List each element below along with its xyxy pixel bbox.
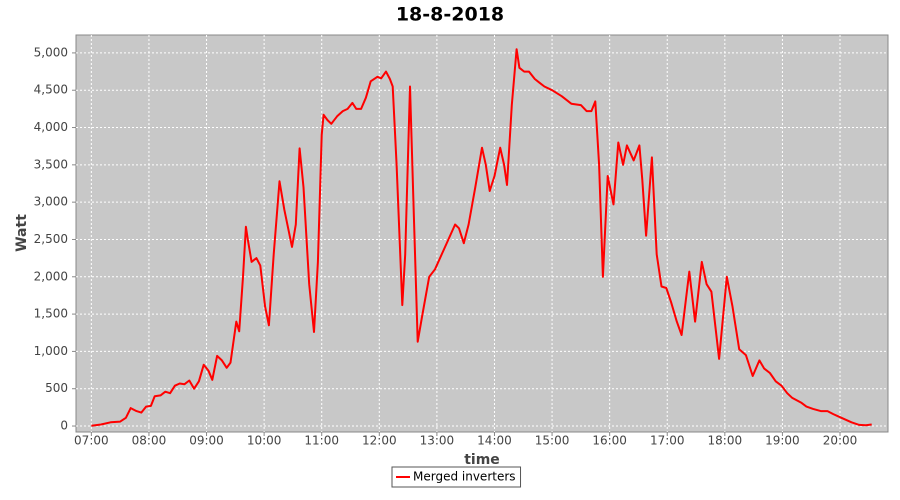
x-axis-label: time [464, 452, 500, 468]
x-tick-label: 13:00 [420, 434, 455, 448]
x-tick-label: 07:00 [74, 434, 109, 448]
x-tick-label: 08:00 [132, 434, 167, 448]
x-tick-label: 16:00 [592, 434, 627, 448]
x-tick-label: 12:00 [362, 434, 397, 448]
x-tick-label: 11:00 [304, 434, 339, 448]
legend-box [391, 466, 522, 488]
y-tick-label: 5,000 [34, 45, 68, 59]
y-tick-label: 3,000 [34, 195, 68, 209]
legend-label: Merged inverters [413, 470, 516, 484]
y-tick-label: 1,000 [34, 344, 68, 358]
x-tick-label: 09:00 [189, 434, 224, 448]
plot-area [75, 34, 889, 433]
chart-title: 18-8-2018 [396, 4, 504, 26]
x-tick-label: 19:00 [765, 434, 800, 448]
y-tick-label: 3,500 [34, 157, 68, 171]
x-tick-label: 17:00 [650, 434, 685, 448]
x-tick-label: 20:00 [823, 434, 858, 448]
x-tick-label: 10:00 [247, 434, 282, 448]
y-tick-label: 4,500 [34, 83, 68, 97]
y-tick-label: 4,000 [34, 120, 68, 134]
x-tick-label: 18:00 [708, 434, 743, 448]
y-axis-label: Watt [14, 214, 30, 252]
x-tick-label: 14:00 [477, 434, 512, 448]
x-tick-label: 15:00 [535, 434, 570, 448]
y-tick-label: 500 [45, 381, 68, 395]
series-line [91, 48, 872, 427]
y-tick-label: 1,500 [34, 307, 68, 321]
y-tick-label: 2,000 [34, 269, 68, 283]
y-tick-label: 0 [60, 419, 68, 433]
y-tick-label: 2,500 [34, 232, 68, 246]
